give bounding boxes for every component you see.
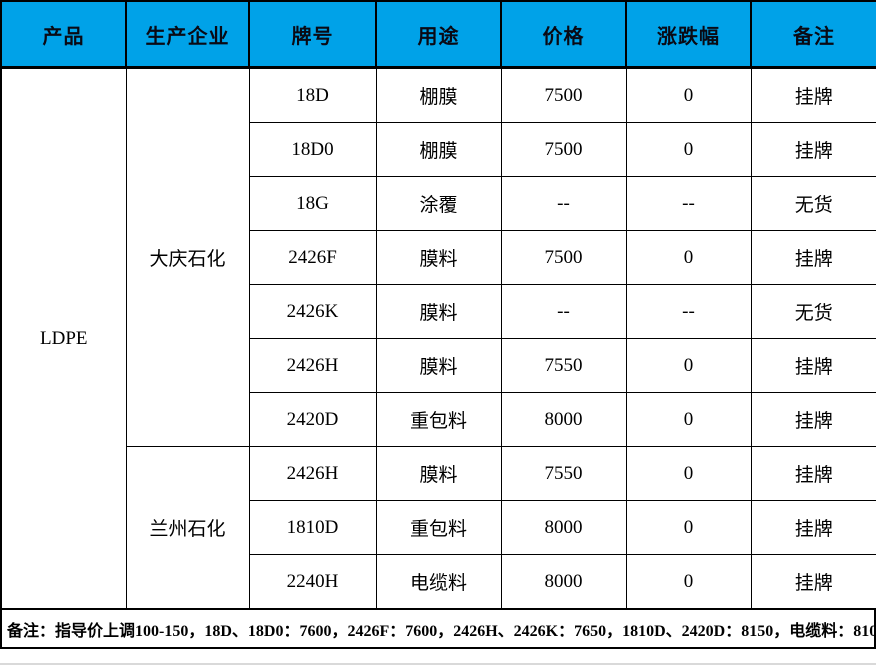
price-cell: 7500: [500, 122, 627, 177]
price-cell: --: [500, 176, 627, 231]
grade-cell: 2426H: [248, 446, 377, 501]
table-row: 2426H 膜料 7550 0 挂牌: [1, 338, 876, 393]
table-row: 2240H 电缆料 8000 0 挂牌: [1, 554, 876, 610]
table-row: LDPE 大庆石化 18D 棚膜 7500 0 挂牌: [0, 67, 876, 610]
note-cell: 无货: [750, 284, 876, 339]
use-cell: 重包料: [375, 392, 502, 447]
price-cell: 8000: [500, 554, 627, 610]
change-cell: 0: [625, 122, 752, 177]
use-cell: 膜料: [375, 338, 502, 393]
use-cell: 棚膜: [375, 67, 502, 123]
price-cell: --: [500, 284, 627, 339]
header-product: 产品: [0, 0, 127, 69]
price-cell: 7500: [500, 230, 627, 285]
use-cell: 涂覆: [375, 176, 502, 231]
use-cell: 重包料: [375, 500, 502, 555]
producer-cell-daqing: 大庆石化: [125, 67, 250, 447]
change-cell: 0: [625, 446, 752, 501]
header-use: 用途: [375, 0, 502, 69]
header-change: 涨跌幅: [625, 0, 752, 69]
price-cell: 7550: [500, 446, 627, 501]
use-cell: 膜料: [375, 230, 502, 285]
grade-cell: 18D0: [248, 122, 377, 177]
change-cell: --: [625, 176, 752, 231]
price-cell: 8000: [500, 500, 627, 555]
table-row: 18D0 棚膜 7500 0 挂牌: [1, 122, 876, 177]
price-cell: 7550: [500, 338, 627, 393]
change-cell: --: [625, 284, 752, 339]
table-row: 兰州石化 2426H 膜料 7550 0 挂牌: [1, 446, 876, 610]
grade-cell: 2420D: [248, 392, 377, 447]
footer-note: 备注：指导价上调100-150，18D、18D0：7600，2426F：7600…: [0, 610, 876, 649]
change-cell: 0: [625, 230, 752, 285]
grade-cell: 2426H: [248, 338, 377, 393]
producer-cell-lanzhou: 兰州石化: [125, 446, 250, 610]
change-cell: 0: [625, 338, 752, 393]
ldpe-price-table: 产品 生产企业 牌号 用途 价格 涨跌幅 备注 LDPE 大庆石化 18D 棚膜…: [0, 0, 876, 610]
note-cell: 挂牌: [750, 392, 876, 447]
price-cell: 8000: [500, 392, 627, 447]
table-row: 2426K 膜料 -- -- 无货: [1, 284, 876, 339]
note-cell: 挂牌: [750, 122, 876, 177]
change-cell: 0: [625, 392, 752, 447]
note-cell: 挂牌: [750, 338, 876, 393]
note-cell: 挂牌: [750, 554, 876, 610]
table-row: 2420D 重包料 8000 0 挂牌: [1, 392, 876, 447]
use-cell: 膜料: [375, 284, 502, 339]
header-price: 价格: [500, 0, 627, 69]
table-row: 1810D 重包料 8000 0 挂牌: [1, 500, 876, 555]
note-cell: 挂牌: [750, 500, 876, 555]
note-cell: 挂牌: [750, 446, 876, 501]
header-row: 产品 生产企业 牌号 用途 价格 涨跌幅 备注: [0, 0, 876, 69]
bottom-edge-line: [0, 649, 876, 665]
price-cell: 7500: [500, 67, 627, 123]
use-cell: 膜料: [375, 446, 502, 501]
header-note: 备注: [750, 0, 876, 69]
header-producer: 生产企业: [125, 0, 250, 69]
note-cell: 挂牌: [750, 67, 876, 123]
grade-cell: 1810D: [248, 500, 377, 555]
grade-cell: 2426F: [248, 230, 377, 285]
header-grade: 牌号: [248, 0, 377, 69]
product-cell: LDPE: [0, 67, 127, 610]
change-cell: 0: [625, 554, 752, 610]
use-cell: 电缆料: [375, 554, 502, 610]
note-cell: 挂牌: [750, 230, 876, 285]
change-cell: 0: [625, 67, 752, 123]
note-cell: 无货: [750, 176, 876, 231]
change-cell: 0: [625, 500, 752, 555]
use-cell: 棚膜: [375, 122, 502, 177]
grade-cell: 18D: [248, 67, 377, 123]
grade-cell: 2240H: [248, 554, 377, 610]
grade-cell: 2426K: [248, 284, 377, 339]
grade-cell: 18G: [248, 176, 377, 231]
